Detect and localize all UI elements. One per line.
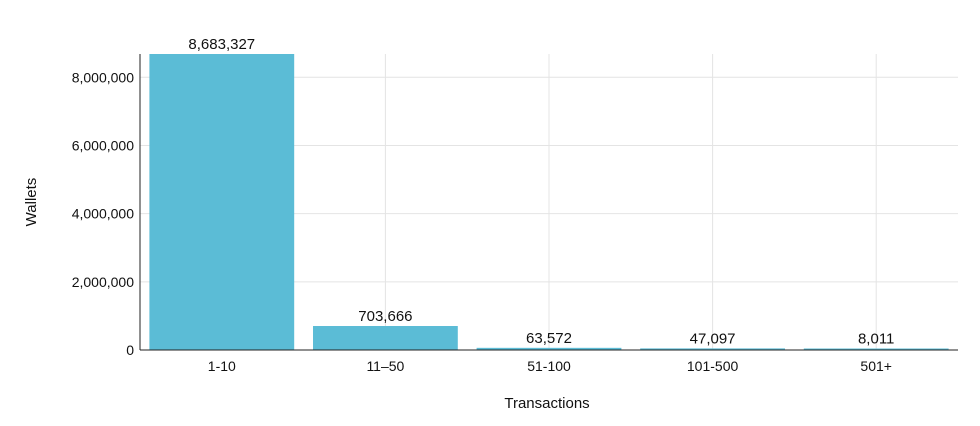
- bar: [476, 347, 622, 350]
- data-label: 8,011: [858, 331, 894, 348]
- y-tick-label: 6,000,000: [72, 137, 134, 153]
- bar: [313, 326, 458, 350]
- data-labels: 8,683,327 703,666 63,572 47,097 8,011: [188, 36, 894, 348]
- data-label: 703,666: [358, 308, 412, 325]
- x-tick-labels: 1-10 11–50 51-100 101-500 501+: [208, 358, 892, 374]
- bars: [149, 54, 949, 350]
- bar: [149, 54, 295, 350]
- x-tick-label: 1-10: [208, 358, 236, 374]
- axes: [139, 54, 958, 351]
- y-tick-label: 8,000,000: [72, 69, 134, 85]
- x-tick-label: 51-100: [527, 358, 571, 374]
- x-axis-title: Transactions: [504, 395, 589, 412]
- y-tick-label: 2,000,000: [72, 274, 134, 290]
- data-label: 8,683,327: [188, 36, 255, 53]
- x-tick-label: 11–50: [366, 358, 404, 374]
- bar: [803, 348, 949, 350]
- data-label: 63,572: [526, 330, 572, 347]
- x-tick-label: 501+: [860, 358, 892, 374]
- y-tick-label: 4,000,000: [72, 206, 134, 222]
- y-tick-labels: 0 2,000,000 4,000,000 6,000,000 8,000,000: [72, 69, 135, 358]
- data-label: 47,097: [690, 330, 736, 347]
- x-tick-label: 101-500: [687, 358, 739, 374]
- y-axis-title: Wallets: [23, 178, 40, 227]
- y-tick-label: 0: [126, 342, 134, 358]
- bar: [640, 348, 785, 350]
